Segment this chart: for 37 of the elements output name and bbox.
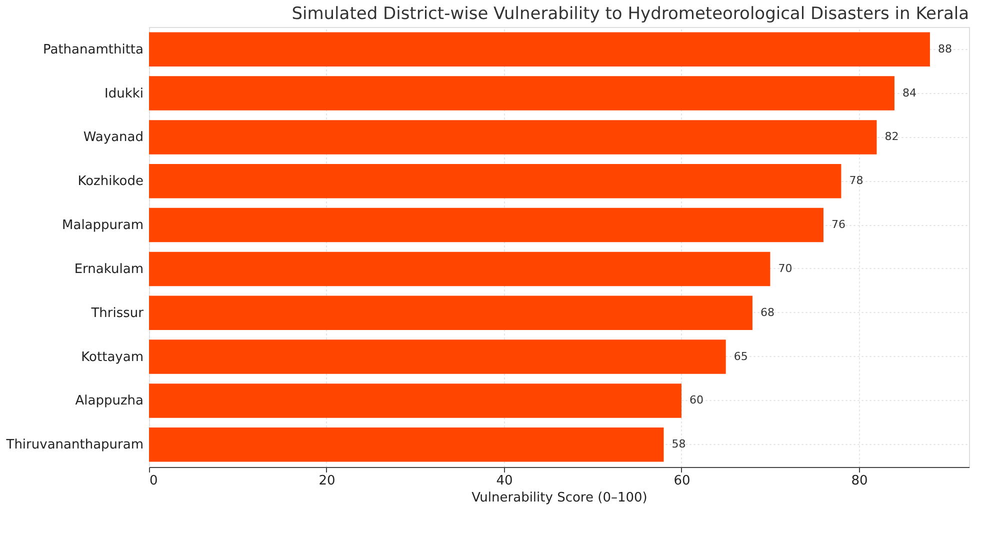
y-tick-label: Malappuram xyxy=(62,218,144,234)
bar xyxy=(149,252,770,286)
x-tick-label: 60 xyxy=(674,474,690,488)
x-axis-title: Vulnerability Score (0–100) xyxy=(472,490,648,506)
x-tick-label: 40 xyxy=(496,474,513,488)
bar xyxy=(149,427,664,462)
chart-title: Simulated District-wise Vulnerability to Hydrometeorological Disasters in Kerala xyxy=(292,4,969,24)
bar xyxy=(149,208,824,242)
data-label: 78 xyxy=(849,174,864,188)
y-tick-label: Pathanamthitta xyxy=(42,42,144,58)
y-tick-label: Kozhikode xyxy=(78,174,144,190)
y-tick-label: Thrissur xyxy=(90,306,144,321)
bar xyxy=(149,32,930,67)
x-tick-label: 20 xyxy=(318,474,336,488)
data-label: 88 xyxy=(938,42,952,56)
data-label: 70 xyxy=(778,262,792,275)
y-tick-label: Ernakulam xyxy=(74,262,144,277)
bar xyxy=(149,340,726,374)
bar xyxy=(149,76,894,110)
data-label: 84 xyxy=(902,86,916,100)
data-label: 82 xyxy=(884,130,899,144)
data-label: 68 xyxy=(760,306,774,319)
bar xyxy=(149,120,877,154)
data-label: 60 xyxy=(689,394,704,407)
bar xyxy=(149,384,682,418)
bar xyxy=(149,296,752,330)
y-tick-label: Alappuzha xyxy=(75,394,144,409)
y-tick-label: Idukki xyxy=(104,86,144,102)
x-tick-label: 80 xyxy=(851,474,868,488)
y-tick-label: Wayanad xyxy=(83,130,144,146)
y-tick-label: Kottayam xyxy=(81,350,144,365)
x-tick-label: 0 xyxy=(150,474,158,488)
data-label: 76 xyxy=(831,218,846,232)
y-tick-label: Thiruvananthapuram xyxy=(5,438,144,453)
data-label: 58 xyxy=(672,438,686,451)
bar xyxy=(149,164,842,198)
data-label: 65 xyxy=(734,350,748,363)
